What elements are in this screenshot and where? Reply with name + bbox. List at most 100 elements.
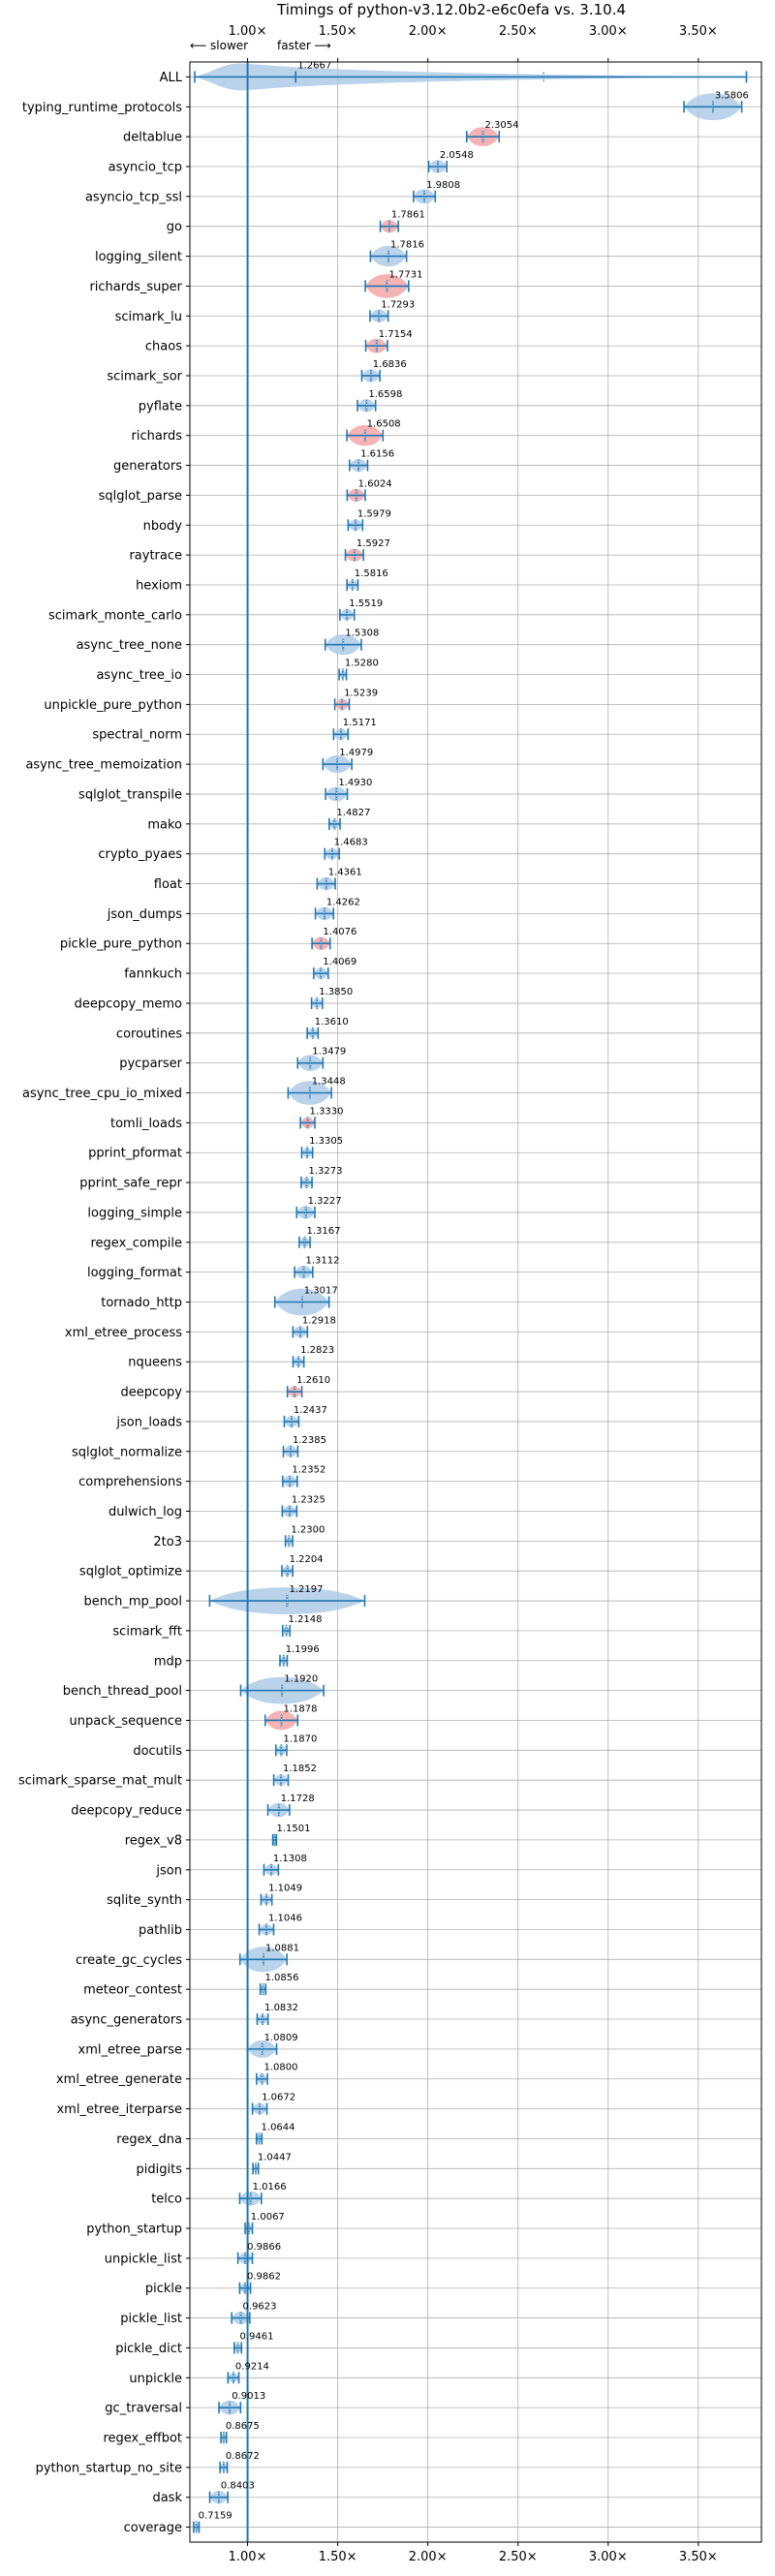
faster-label: faster ⟶ bbox=[277, 39, 331, 52]
benchmark-label: sqlglot_optimize bbox=[79, 1565, 182, 1579]
benchmark-label: pprint_pformat bbox=[88, 1147, 182, 1161]
benchmark-label: pyflate bbox=[139, 399, 182, 414]
benchmark-label: xml_etree_generate bbox=[56, 2072, 182, 2087]
benchmark-label: async_tree_io bbox=[96, 668, 182, 683]
benchmark-label: async_tree_none bbox=[77, 638, 182, 653]
benchmark-label: deltablue bbox=[123, 131, 182, 145]
value-label: 1.3017 bbox=[304, 1286, 338, 1297]
benchmark-label: deepcopy bbox=[120, 1386, 182, 1400]
benchmark-label: async_tree_memoization bbox=[25, 758, 182, 773]
chart-title: Timings of python-v3.12.0b2-e6c0efa vs. … bbox=[276, 1, 626, 18]
benchmark-label: telco bbox=[151, 2193, 182, 2207]
benchmark-label: dask bbox=[152, 2491, 182, 2505]
value-label: 1.3112 bbox=[305, 1256, 339, 1267]
benchmark-label: comprehensions bbox=[78, 1475, 182, 1489]
value-label: 1.0672 bbox=[262, 2093, 295, 2103]
value-label: 0.8672 bbox=[226, 2451, 260, 2462]
value-label: 1.6836 bbox=[373, 359, 407, 370]
value-label: 1.4069 bbox=[323, 957, 356, 967]
benchmark-label: generators bbox=[113, 459, 182, 474]
top-tick-label: 1.50× bbox=[319, 24, 357, 39]
value-label: 1.1728 bbox=[281, 1794, 315, 1804]
top-tick-label: 2.00× bbox=[409, 24, 448, 39]
value-label: 1.4827 bbox=[336, 808, 370, 818]
value-label: 1.5816 bbox=[355, 568, 388, 579]
slower-label: ⟵ slower bbox=[190, 39, 248, 52]
label-layer: ALL 1.2667 typing_runtime_protocols 3.5806 d… bbox=[18, 60, 749, 2535]
value-label: 1.6508 bbox=[367, 419, 401, 430]
benchmark-label: richards bbox=[132, 429, 183, 444]
benchmark-label: mdp bbox=[154, 1654, 182, 1669]
benchmark-label: logging_silent bbox=[95, 250, 182, 264]
value-label: 0.9862 bbox=[247, 2272, 281, 2283]
bottom-tick-label: 2.50× bbox=[499, 2550, 538, 2564]
benchmark-label: xml_etree_iterparse bbox=[56, 2102, 182, 2117]
benchmark-label: sqlglot_transpile bbox=[78, 787, 182, 802]
benchmark-label: unpickle_list bbox=[105, 2252, 182, 2266]
benchmark-label: pickle_list bbox=[120, 2312, 182, 2326]
benchmark-label: bench_thread_pool bbox=[63, 1684, 182, 1699]
benchmark-label: nbody bbox=[143, 519, 183, 534]
value-label: 1.3305 bbox=[309, 1136, 343, 1147]
benchmark-label: xml_etree_process bbox=[65, 1326, 182, 1340]
value-label: 1.7861 bbox=[391, 210, 425, 221]
value-label: 1.1920 bbox=[284, 1674, 318, 1685]
value-label: 1.4979 bbox=[339, 748, 373, 758]
value-label: 0.9461 bbox=[240, 2331, 274, 2342]
value-label: 1.7154 bbox=[379, 329, 413, 340]
benchmark-label: scimark_sor bbox=[107, 369, 182, 383]
tick-layer: 1.00× 1.00× 1.50× 1.50× 2.00× 2.00× 2.50× 2.50×… bbox=[186, 24, 718, 2564]
top-tick-label: 3.50× bbox=[679, 24, 718, 39]
value-label: 1.5308 bbox=[345, 629, 379, 639]
benchmark-label: unpickle_pure_python bbox=[44, 698, 182, 713]
benchmark-label: regex_compile bbox=[90, 1236, 182, 1250]
value-label: 1.7293 bbox=[381, 299, 415, 310]
value-label: 1.1852 bbox=[283, 1763, 317, 1774]
benchmark-label: deepcopy_memo bbox=[75, 997, 182, 1011]
benchmark-label: asyncio_tcp bbox=[108, 160, 182, 174]
benchmark-label: nqueens bbox=[128, 1356, 182, 1370]
value-label: 0.9013 bbox=[232, 2391, 265, 2402]
value-label: 1.5280 bbox=[345, 659, 379, 669]
value-label: 0.8675 bbox=[226, 2421, 260, 2432]
value-label: 1.3610 bbox=[315, 1017, 349, 1027]
benchmark-label: mako bbox=[147, 817, 182, 832]
benchmark-label: logging_simple bbox=[87, 1206, 182, 1220]
value-label: 1.2148 bbox=[289, 1614, 323, 1625]
value-label: 1.3448 bbox=[312, 1077, 346, 1088]
value-label: 1.7816 bbox=[390, 240, 424, 251]
value-label: 1.0447 bbox=[258, 2152, 292, 2162]
value-label: 1.2204 bbox=[290, 1554, 324, 1565]
value-label: 1.4262 bbox=[326, 897, 360, 907]
benchmark-label: chaos bbox=[145, 340, 182, 354]
benchmark-label: typing_runtime_protocols bbox=[22, 101, 182, 115]
value-label: 1.2918 bbox=[302, 1315, 336, 1326]
value-label: 1.1049 bbox=[268, 1884, 302, 1894]
benchmark-label: tomli_loads bbox=[110, 1117, 182, 1131]
benchmark-label: richards_super bbox=[89, 280, 182, 294]
value-label: 1.2197 bbox=[289, 1584, 323, 1595]
benchmark-label: regex_effbot bbox=[103, 2432, 182, 2446]
value-label: 1.0881 bbox=[265, 1943, 299, 1953]
value-label: 1.2325 bbox=[292, 1494, 326, 1505]
value-label: 1.1046 bbox=[268, 1913, 302, 1923]
benchmark-label: go bbox=[167, 220, 182, 234]
value-label: 1.1878 bbox=[284, 1703, 318, 1714]
value-label: 2.3054 bbox=[485, 120, 519, 131]
value-label: 1.3479 bbox=[312, 1047, 346, 1058]
value-label: 1.1501 bbox=[276, 1824, 310, 1834]
benchmark-label: sqlite_synth bbox=[107, 1893, 182, 1908]
top-tick-label: 1.00× bbox=[229, 24, 267, 39]
value-label: 1.3850 bbox=[319, 987, 353, 997]
benchmark-label: python_startup_no_site bbox=[36, 2461, 182, 2475]
value-label: 0.8403 bbox=[221, 2481, 255, 2492]
value-label: 0.7159 bbox=[199, 2511, 232, 2522]
benchmark-label: pickle bbox=[145, 2282, 182, 2296]
value-label: 1.6024 bbox=[358, 478, 392, 489]
benchmark-label: sqlglot_parse bbox=[99, 489, 182, 504]
benchmark-label: spectral_norm bbox=[92, 728, 182, 743]
benchmark-label: raytrace bbox=[129, 549, 182, 564]
value-label: 1.6156 bbox=[360, 449, 394, 460]
value-label: 1.2352 bbox=[292, 1465, 326, 1476]
